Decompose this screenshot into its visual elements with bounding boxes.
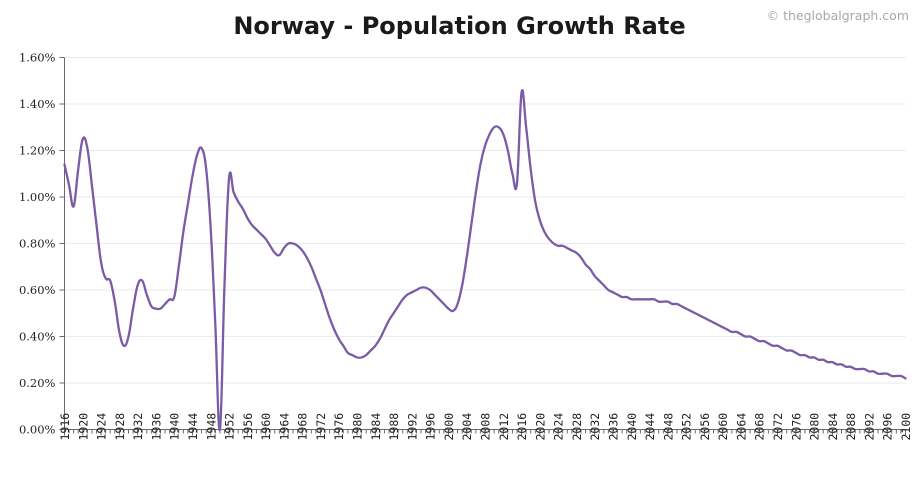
x-tick-label: 2076 [789,413,803,441]
x-tick-label: 1932 [131,413,145,441]
x-tick-label: 1972 [314,413,328,441]
gridlines [64,57,906,384]
y-tick-label: 0.40% [19,330,56,344]
x-tick-label: 2044 [643,413,657,441]
x-tick-label: 2000 [442,413,456,441]
x-tick-label: 1920 [76,413,90,441]
x-tick-label: 2064 [734,413,748,441]
x-tick-label: 2088 [844,413,858,441]
x-tick-label: 2040 [625,413,639,441]
x-tick-label: 2004 [460,413,474,441]
x-axis-ticks [64,429,906,436]
x-tick-label: 1964 [277,413,291,441]
y-tick-label: 0.00% [19,423,56,437]
series-line-population-growth-rate [63,89,907,431]
x-tick-label: 1988 [387,413,401,441]
x-tick-label: 2028 [570,413,584,441]
y-tick-label: 1.40% [19,97,56,111]
x-tick-label: 2080 [808,413,822,441]
x-tick-label: 2084 [826,413,840,441]
x-tick-label: 2068 [753,413,767,441]
x-tick-label: 1928 [113,413,127,441]
chart-title: Norway - Population Growth Rate [233,12,686,40]
x-tick-label: 1952 [223,413,237,441]
x-tick-label: 2100 [899,413,913,441]
y-axis-ticks [59,57,65,430]
x-tick-label: 1996 [424,413,438,441]
x-tick-label: 2032 [588,413,602,441]
x-tick-label: 1968 [296,413,310,441]
x-tick-label: 2072 [771,413,785,441]
x-tick-label: 2020 [533,413,547,441]
x-tick-label: 2096 [881,413,895,441]
data-series [63,89,907,431]
x-tick-label: 2012 [497,413,511,441]
x-tick-label: 1984 [369,413,383,441]
axis-lines [64,57,906,430]
x-tick-label: 2052 [680,413,694,441]
x-tick-label: 1976 [332,413,346,441]
y-tick-label: 1.20% [19,144,56,158]
x-tick-label: 1960 [259,413,273,441]
y-tick-label: 1.60% [19,51,56,65]
x-tick-label: 2024 [552,413,566,441]
x-tick-label: 1940 [168,413,182,441]
x-tick-label: 1948 [204,413,218,441]
x-tick-label: 1924 [95,413,109,441]
y-tick-label: 0.80% [19,237,56,251]
x-tick-label: 1992 [405,413,419,441]
x-tick-label: 2008 [479,413,493,441]
y-axis-labels: 0.00% 0.20% 0.40% 0.60% 0.80% 1.00% 1.20% 1.40%… [19,51,56,437]
x-axis-labels: 1916 1920 1924 1928 1932 1936 1940 1944 1948 1952… [58,413,913,441]
x-tick-label: 1944 [186,413,200,441]
x-tick-label: 2048 [661,413,675,441]
x-tick-label: 2016 [515,413,529,441]
x-tick-label: 2060 [716,413,730,441]
y-tick-label: 0.20% [19,376,56,390]
x-tick-label: 2056 [698,413,712,441]
x-tick-label: 1980 [351,413,365,441]
x-tick-label: 2036 [606,413,620,441]
x-tick-label: 2092 [862,413,876,441]
y-tick-label: 0.60% [19,283,56,297]
watermark-label: © theglobalgraph.com [766,8,909,23]
y-tick-label: 1.00% [19,190,56,204]
x-tick-label: 1936 [149,413,163,441]
x-tick-label: 1956 [241,413,255,441]
x-tick-label: 1916 [58,413,72,441]
